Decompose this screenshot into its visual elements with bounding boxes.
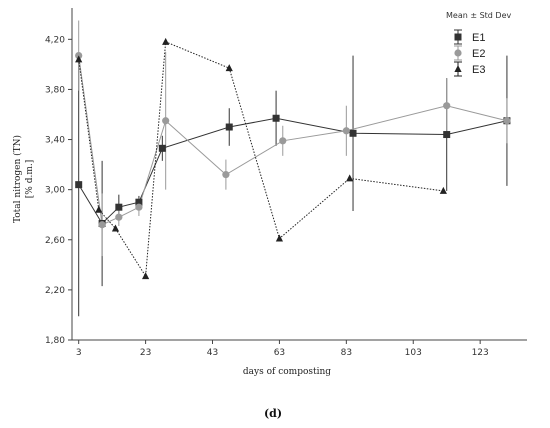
y-ticks: 1,80 2,20 2,60 3,00 3,40 3,80 4,20 [45,35,72,346]
legend-marker-e3 [454,65,462,72]
data-point-e3 [439,186,447,194]
data-point-e1 [349,129,357,137]
data-point-e1 [272,114,280,122]
data-point-e3 [225,64,233,72]
data-point-e1 [443,131,451,139]
data-point-e2 [115,213,123,221]
x-tick-label: 103 [405,348,422,358]
legend-marker-e2 [454,49,462,57]
y-tick-label: 4,20 [45,35,65,45]
data-point-e2 [342,127,350,135]
data-point-e3 [275,234,284,242]
series-line-e3 [78,41,444,278]
data-point-e2 [98,221,106,229]
data-point-e2 [443,102,451,110]
series-line-e2 [78,55,508,226]
data-point-e1 [158,144,166,152]
y-tick-label: 3,40 [45,136,65,146]
data-point-e1 [115,203,123,211]
legend-label-e1: E1 [472,32,485,44]
data-point-e3 [162,37,170,45]
data-point-e1 [75,181,83,189]
legend-label-e3: E3 [472,64,485,76]
y-tick-label: 1,80 [45,336,65,346]
x-tick-label: 123 [472,348,489,358]
data-point-e2 [135,203,143,211]
legend-marker-e1 [454,33,462,41]
x-ticks: 3 23 43 63 83 103 123 [76,340,489,358]
y-tick-label: 3,80 [45,85,65,95]
x-tick-label: 43 [207,348,218,358]
data-point-e2 [279,137,287,145]
series-line-e1 [78,117,508,225]
axes [71,8,527,341]
x-tick-label: 83 [341,348,352,358]
data-point-e3 [75,55,83,63]
y-tick-label: 3,00 [45,186,65,196]
data-point-e3 [111,224,120,232]
figure-caption: (d) [264,407,282,420]
series-lines [78,41,508,278]
x-tick-label: 3 [76,348,82,358]
data-point-e1 [135,198,143,206]
y-axis-title-line-1: Total nitrogen (TN) [12,135,23,223]
y-tick-label: 2,60 [45,236,65,246]
data-point-e2 [222,171,230,179]
data-point-e1 [225,123,233,131]
data-point-e3 [142,272,150,280]
y-axis-title-line-2: [% d.m.] [25,160,35,198]
legend-label-e2: E2 [472,48,485,60]
legend: E1 E2 E3 [454,29,485,77]
data-point-e2 [162,117,170,125]
y-tick-label: 2,20 [45,286,65,296]
data-point-e2 [503,117,511,125]
legend-title: Mean ± Std Dev [446,11,512,20]
series-markers [75,37,511,280]
x-axis-title: days of composting [243,367,331,377]
x-tick-label: 23 [140,348,151,358]
x-tick-label: 63 [274,348,285,358]
data-point-e3 [95,205,103,213]
data-point-e3 [346,174,354,182]
